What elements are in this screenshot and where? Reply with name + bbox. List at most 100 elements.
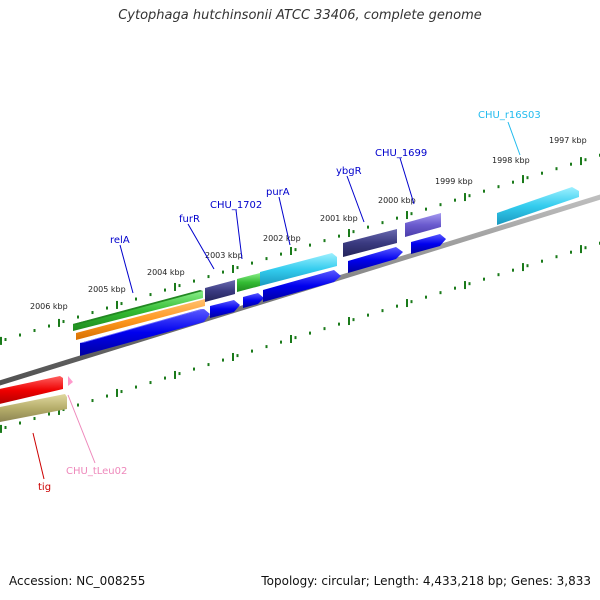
gene-blue-feature[interactable]: [348, 247, 403, 273]
scale-dot: [193, 367, 195, 371]
scale-dot: [541, 259, 543, 263]
leader-CHU_tLeu02: [67, 394, 96, 464]
label-leaders: [32, 121, 521, 480]
scale-dot: [439, 203, 442, 207]
scale-ticks: [0, 157, 582, 433]
scale-dot: [149, 381, 152, 385]
gene-CHU_r16S03-feature[interactable]: [497, 187, 579, 225]
scale-dot: [222, 358, 224, 362]
scale-dot: [33, 417, 36, 421]
scale-dot: [77, 403, 79, 407]
leader-CHU_1702: [235, 209, 243, 260]
scale-dot: [468, 194, 471, 198]
gene-furR-feature[interactable]: [205, 280, 235, 302]
map-title: Cytophaga hutchinsonii ATCC 33406, compl…: [118, 8, 482, 23]
scale-dot: [207, 363, 210, 367]
scale-dot: [483, 277, 485, 281]
scale-dot: [236, 354, 239, 358]
scale-dot: [178, 372, 181, 376]
gene-olive-feature[interactable]: [0, 394, 67, 423]
scale-dot: [323, 239, 326, 243]
gene-track-lower: [0, 376, 73, 423]
gene-label-CHU_tLeu02[interactable]: CHU_tLeu02: [66, 466, 127, 477]
scale-dot: [207, 275, 210, 279]
scale-major-tick: [0, 336, 2, 345]
scale-major-tick: [174, 370, 176, 379]
gene-label-CHU_1702[interactable]: CHU_1702: [210, 200, 262, 211]
scale-dot: [164, 376, 166, 380]
scale-major-tick: [464, 193, 466, 202]
trna-CHU_tLeu02-feature[interactable]: [68, 376, 73, 386]
scale-dot: [251, 349, 253, 353]
gene-relA-feature[interactable]: [73, 291, 203, 331]
scale-dot: [33, 329, 36, 333]
scale-major-tick: [58, 318, 60, 327]
scale-dot: [323, 327, 326, 331]
scale-label: 2002 kbp: [263, 234, 301, 243]
scale-dot: [512, 180, 514, 184]
scale-dot: [265, 257, 268, 261]
leader-relA: [119, 244, 134, 294]
scale-dot: [236, 266, 239, 270]
gene-CHU_1702-feature[interactable]: [237, 273, 260, 292]
gene-blue-feature[interactable]: [243, 293, 264, 308]
gene-label-purA[interactable]: purA: [266, 187, 290, 198]
scale-dot: [338, 322, 340, 326]
scale-dot: [62, 320, 65, 324]
scale-dot: [280, 340, 282, 344]
gene-label-relA[interactable]: relA: [110, 235, 130, 246]
gene-label-CHU_1699[interactable]: CHU_1699: [375, 148, 427, 159]
scale-dot: [439, 291, 442, 295]
scale-dot: [77, 315, 79, 319]
scale-major-tick: [174, 282, 176, 291]
scale-major-tick: [580, 245, 582, 254]
scale-major-tick: [0, 424, 2, 433]
scale-dot: [309, 243, 311, 247]
gene-orange-feature[interactable]: [76, 299, 205, 340]
leader-tig: [32, 432, 45, 480]
scale-dot: [294, 248, 297, 252]
gene-blue-feature[interactable]: [263, 270, 341, 302]
scale-dot: [367, 225, 369, 229]
scale-dot: [367, 313, 369, 317]
scale-dot: [352, 230, 355, 234]
scale-major-tick: [464, 281, 466, 290]
scale-dot: [309, 331, 311, 335]
scale-dot: [294, 336, 297, 340]
gene-blue-feature[interactable]: [210, 300, 240, 318]
scale-dot: [570, 162, 572, 166]
scale-label: 2000 kbp: [378, 196, 416, 205]
scale-major-tick: [348, 229, 350, 238]
scale-dot: [541, 171, 543, 175]
gene-purA-feature[interactable]: [260, 253, 337, 286]
gene-relA-edge: [73, 290, 203, 325]
gene-blue-feature[interactable]: [411, 234, 446, 254]
scale-dot: [48, 412, 50, 416]
scale-dot: [526, 176, 529, 180]
gene-tig-feature[interactable]: [0, 376, 63, 405]
scale-dot: [425, 295, 427, 299]
scale-dot: [135, 297, 137, 301]
gene-ybgR-feature[interactable]: [343, 229, 397, 257]
scale-dot: [497, 185, 500, 189]
gene-label-CHU_r16S03[interactable]: CHU_r16S03: [478, 110, 541, 121]
gene-label-ybgR[interactable]: ybgR: [336, 166, 362, 177]
scale-dot: [222, 270, 224, 274]
scale-dot: [106, 306, 108, 310]
gene-CHU_1699-feature[interactable]: [405, 213, 441, 237]
scale-dot: [352, 318, 355, 322]
gene-blue-feature[interactable]: [80, 309, 210, 356]
gene-label-furR[interactable]: furR: [179, 214, 200, 225]
scale-dot: [193, 279, 195, 283]
gene-label-tig[interactable]: tig: [38, 482, 51, 493]
scale-major-tick: [232, 352, 234, 361]
leader-CHU_r16S03: [507, 121, 521, 156]
scale-dot: [4, 426, 7, 430]
scale-label: 1997 kbp: [549, 136, 587, 145]
scale-major-tick: [406, 211, 408, 220]
scale-major-tick: [116, 300, 118, 309]
gene-track-upper: [73, 187, 579, 356]
genome-summary-text: Topology: circular; Length: 4,433,218 bp…: [261, 574, 591, 588]
scale-rings: [4, 153, 600, 430]
